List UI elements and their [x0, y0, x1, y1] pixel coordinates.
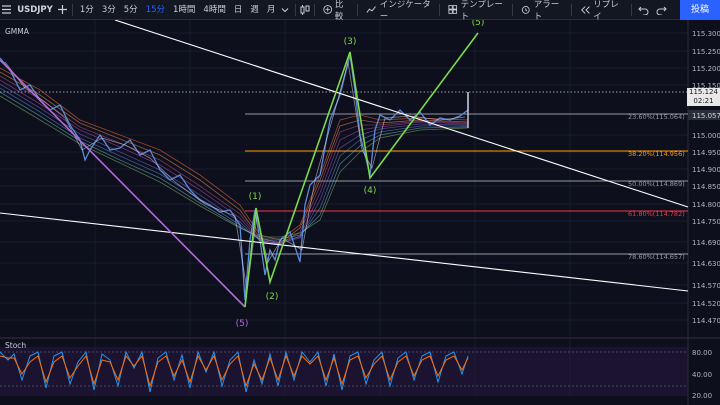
svg-text:115.250: 115.250: [692, 48, 720, 56]
svg-text:114.800: 114.800: [692, 201, 720, 209]
timeframe-5m[interactable]: 5分: [123, 4, 138, 15]
svg-text:114.570: 114.570: [692, 282, 720, 290]
wave-label-4: (4): [364, 186, 377, 196]
gmma-legend[interactable]: GMMA: [5, 27, 29, 36]
fib-label-50: 50.00%(114.869): [628, 180, 685, 188]
svg-text:114.520: 114.520: [692, 300, 720, 308]
alarm-clock-icon: [522, 6, 530, 14]
svg-text:114.850: 114.850: [692, 183, 720, 191]
stoch-d-line: [0, 354, 469, 388]
fib-label-61: 61.80%(114.782): [628, 210, 685, 218]
indicator-button[interactable]: インジケーター: [361, 0, 436, 22]
timeframe-week[interactable]: 週: [250, 4, 259, 15]
replay-label: リプレイ: [593, 0, 619, 22]
plus-circle-icon: [322, 5, 332, 14]
timeframe-1m[interactable]: 1分: [79, 4, 94, 15]
svg-text:115.300: 115.300: [692, 30, 720, 38]
timeframe-1h[interactable]: 1時間: [172, 4, 196, 15]
svg-text:115.150: 115.150: [692, 82, 720, 90]
symbol-button[interactable]: USDJPY: [17, 4, 53, 15]
gmma-ribbons: [0, 67, 469, 245]
wave-label-5-target: (5): [472, 20, 485, 28]
last-line-price: 115.057: [692, 112, 720, 120]
indicator-label: インジケーター: [379, 0, 431, 22]
template-label: テンプレート: [460, 0, 503, 22]
separator: [294, 3, 296, 16]
svg-text:80.00: 80.00: [692, 349, 712, 357]
svg-text:114.900: 114.900: [692, 166, 720, 174]
trendlines[interactable]: [0, 20, 689, 292]
stoch-legend[interactable]: Stoch: [5, 341, 27, 350]
last-line-tag: [688, 110, 720, 120]
fib-label-78: 78.60%(114.657): [628, 253, 685, 261]
svg-text:114.630: 114.630: [692, 260, 720, 268]
separator: [571, 3, 572, 16]
template-button[interactable]: テンプレート: [443, 0, 509, 22]
separator: [630, 3, 632, 16]
separator: [357, 3, 359, 16]
svg-text:114.750: 114.750: [692, 218, 720, 226]
replay-button[interactable]: リプレイ: [575, 0, 628, 22]
svg-text:114.950: 114.950: [692, 149, 720, 157]
indicator-icon: [366, 5, 377, 13]
timeframe-3m[interactable]: 3分: [101, 4, 116, 15]
compare-button[interactable]: 比較: [318, 0, 355, 22]
svg-text:114.470: 114.470: [692, 317, 720, 325]
price-chart[interactable]: 23.60%(115.064) 38.20%(114.956) 50.00%(1…: [0, 20, 720, 405]
compare-label: 比較: [334, 0, 344, 22]
svg-text:114.690: 114.690: [692, 239, 720, 247]
publish-button[interactable]: 投稿: [680, 0, 720, 20]
price-axis[interactable]: 115.300 115.250 115.200 115.150 115.000 …: [692, 30, 720, 325]
current-price-tag: 115.124 02:21: [687, 88, 720, 106]
chevron-down-icon[interactable]: [279, 3, 291, 17]
separator: [313, 3, 315, 16]
stoch-axis: 80.00 40.00 20.00: [692, 349, 712, 400]
undo-icon[interactable]: [637, 3, 649, 17]
top-toolbar: USDJPY 1分 3分 5分 15分 1時間 4時間 日 週 月 比較 インジ…: [0, 0, 720, 22]
timeframe-4h[interactable]: 4時間: [203, 4, 226, 15]
add-symbol-icon[interactable]: [57, 3, 69, 17]
wave-label-2: (2): [266, 292, 279, 302]
svg-text:115.200: 115.200: [692, 65, 720, 73]
menu-icon[interactable]: [0, 3, 12, 17]
alert-button[interactable]: アラート: [516, 0, 568, 22]
wave-label-3: (3): [344, 37, 357, 47]
stoch-k-line: [0, 350, 469, 393]
current-price-value: 115.124: [689, 88, 718, 96]
template-icon: [448, 5, 458, 14]
svg-text:40.00: 40.00: [692, 371, 712, 379]
timeframe-15m[interactable]: 15分: [145, 4, 165, 15]
wave-label-1: (1): [249, 192, 262, 202]
redo-icon[interactable]: [656, 3, 668, 17]
rewind-icon: [581, 5, 590, 14]
timeframe-month[interactable]: 月: [266, 4, 276, 15]
candle-type-icon[interactable]: [298, 3, 310, 17]
separator: [512, 3, 514, 16]
fib-label-23: 23.60%(115.064): [628, 113, 685, 121]
timeframe-day[interactable]: 日: [233, 4, 243, 15]
separator: [439, 3, 441, 16]
fibonacci-levels[interactable]: [245, 113, 688, 255]
wave-label-5-low: (5): [236, 319, 249, 329]
svg-text:115.000: 115.000: [692, 132, 720, 140]
bar-countdown: 02:21: [693, 97, 714, 105]
separator: [72, 3, 73, 16]
fib-label-38: 38.20%(114.956): [628, 150, 685, 158]
elliott-wave-lines[interactable]: [0, 32, 479, 308]
alert-label: アラート: [533, 0, 560, 22]
svg-text:20.00: 20.00: [692, 392, 712, 400]
